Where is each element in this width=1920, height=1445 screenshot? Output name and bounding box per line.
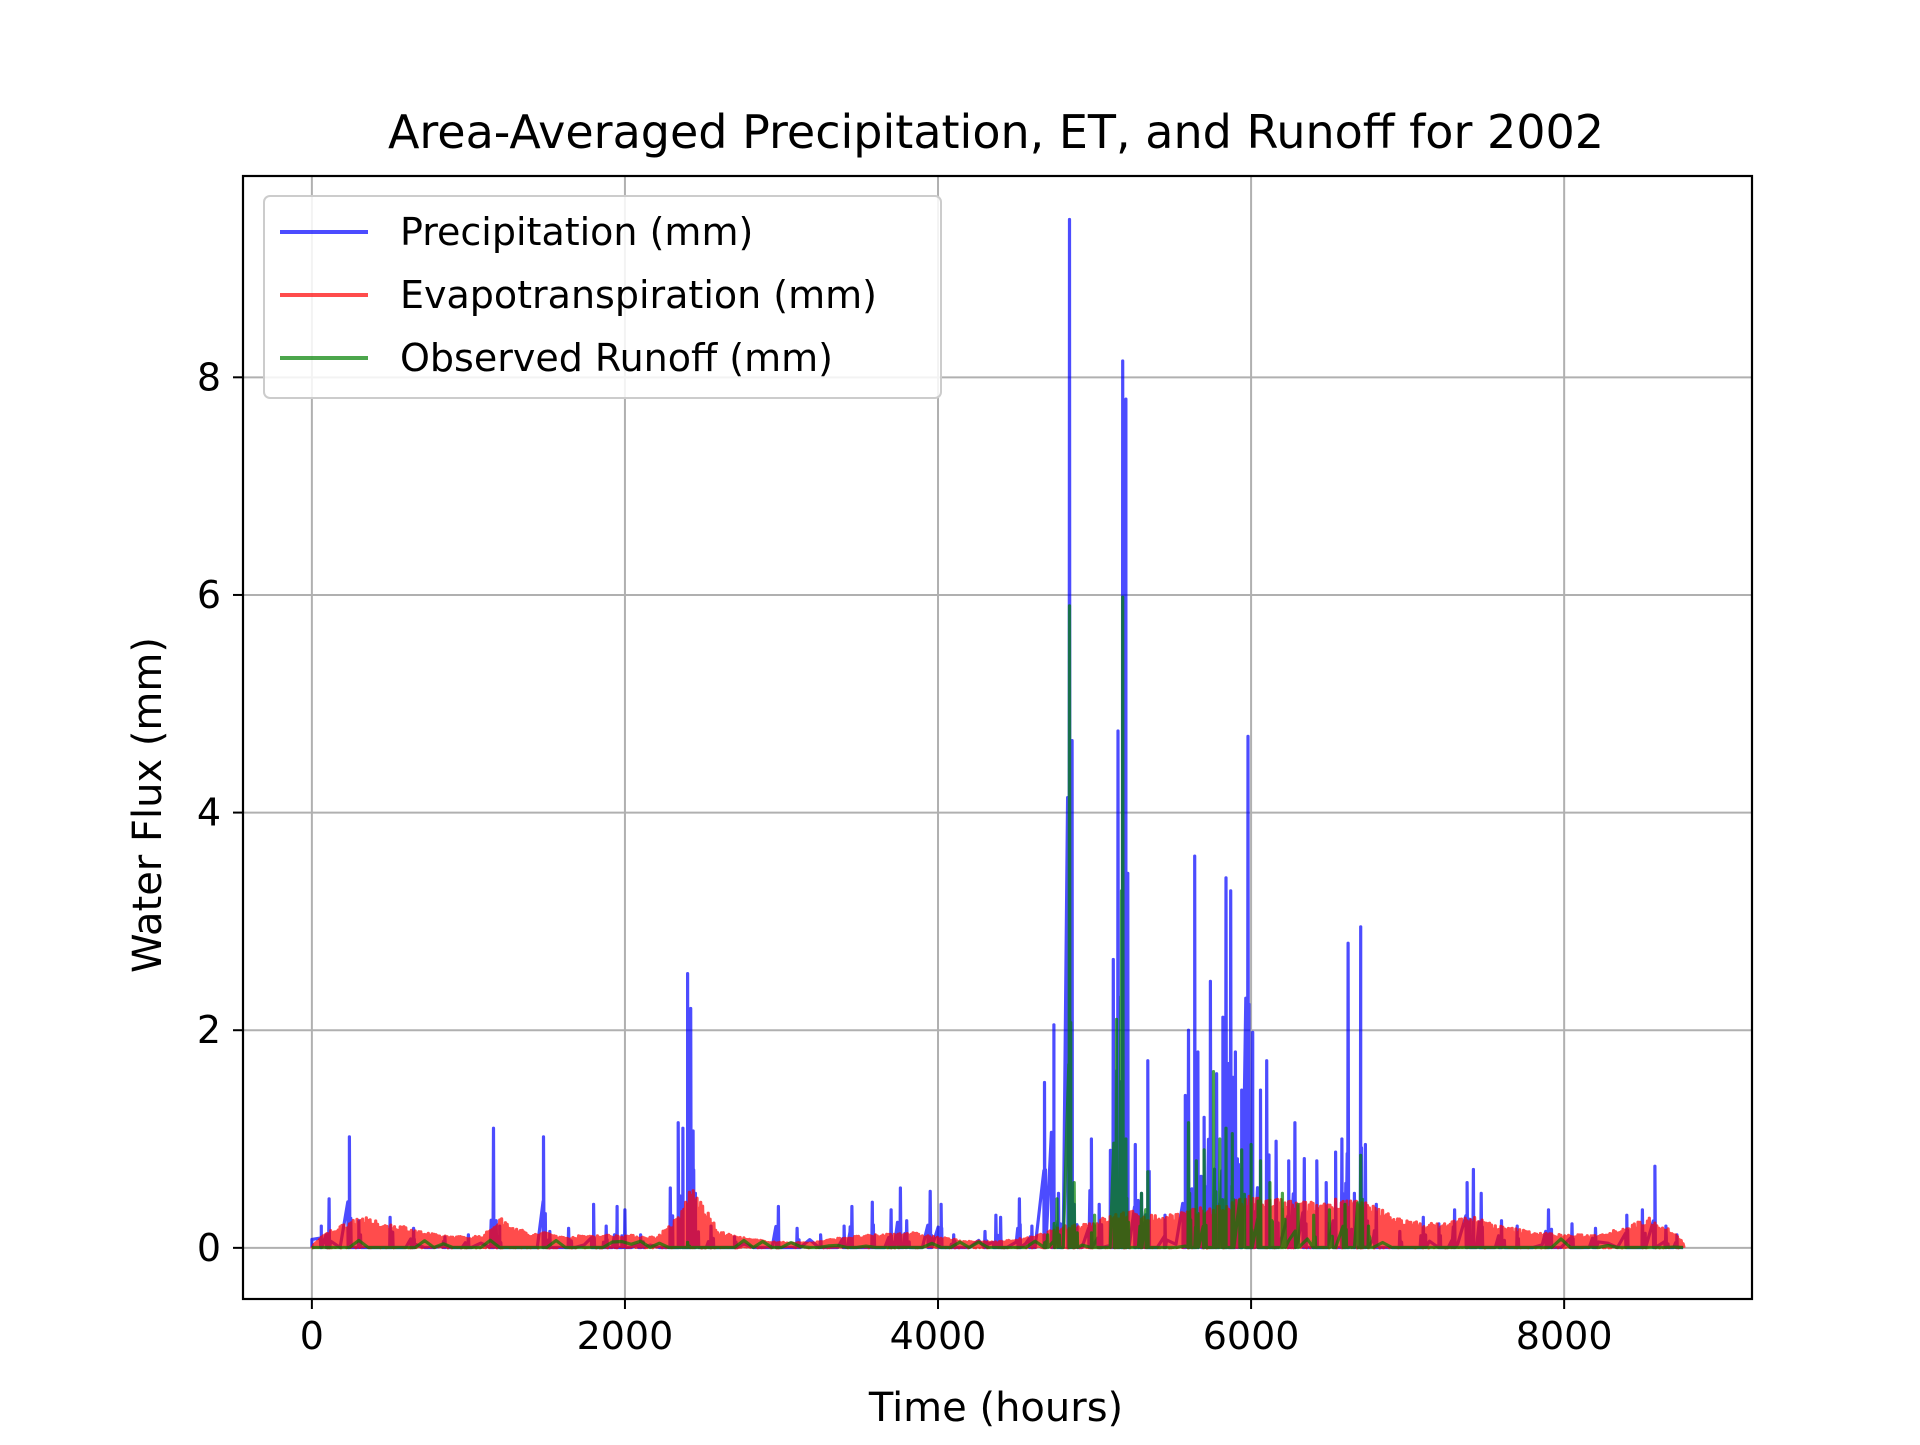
plot-frame: [241, 174, 1754, 1301]
x-tick-label: 4000: [890, 1314, 987, 1358]
y-tick-label: 2: [197, 1008, 221, 1052]
x-axis-label: Time (hours): [868, 1385, 1123, 1431]
y-tick-label: 8: [197, 355, 221, 399]
series-layer: [310, 217, 1686, 1250]
x-tick-label: 8000: [1516, 1314, 1613, 1358]
y-tick-label: 4: [197, 791, 221, 835]
x-tick-label: 2000: [577, 1314, 674, 1358]
x-tick-label: 6000: [1203, 1314, 1300, 1358]
x-tick-label: 0: [300, 1314, 324, 1358]
y-tick-label: 0: [197, 1226, 221, 1270]
y-tick-label: 6: [197, 573, 221, 617]
series-line-runoff: [311, 595, 1684, 1250]
chart-title: Area-Averaged Precipitation, ET, and Run…: [388, 105, 1604, 159]
y-axis-label: Water Flux (mm): [125, 637, 171, 973]
legend: Precipitation (mm) Evapotranspiration (mm…: [263, 195, 942, 399]
legend-label: Observed Runoff (mm): [400, 336, 833, 380]
legend-label: Evapotranspiration (mm): [400, 273, 877, 317]
series-line-evapotranspiration: [310, 1189, 1686, 1250]
legend-label: Precipitation (mm): [400, 210, 753, 254]
ticks: 0 2000 4000 6000 8000 0 2 4 6 8: [197, 355, 1613, 1358]
legend-box: [263, 195, 942, 399]
